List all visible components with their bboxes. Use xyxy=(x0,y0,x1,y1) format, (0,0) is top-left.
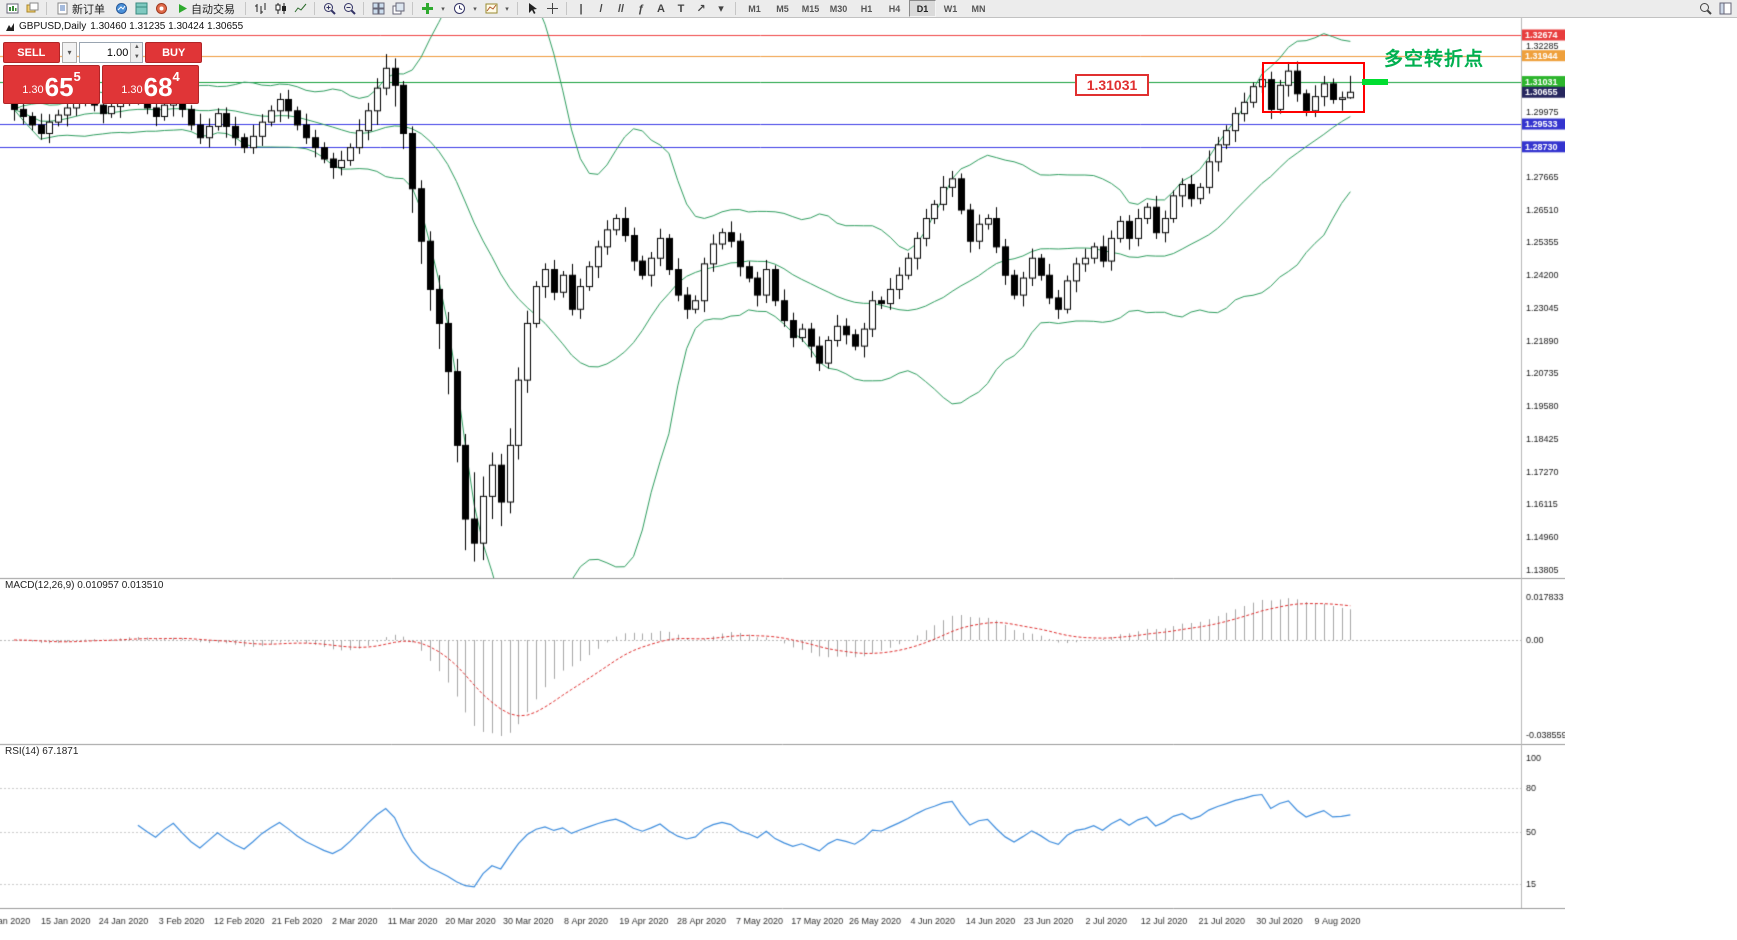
timeframe-button-W1[interactable]: W1 xyxy=(943,3,958,14)
turning-point-label: 多空转折点 xyxy=(1384,49,1485,70)
bar-chart-type-icon[interactable] xyxy=(251,1,269,17)
chart-ohlc-values: 1.30460 1.31235 1.30424 1.30655 xyxy=(90,21,244,32)
toolbar-separator xyxy=(314,2,315,15)
zoom-out-icon[interactable] xyxy=(340,1,358,17)
periods-icon[interactable] xyxy=(450,1,468,17)
lot-size-input[interactable] xyxy=(80,43,131,62)
draw-tools-group: | ///ƒ A T ↗ ▾ xyxy=(572,1,730,17)
tile-windows-icon[interactable] xyxy=(369,1,387,17)
new-order-icon xyxy=(57,2,68,15)
new-order-button[interactable]: 新订单 xyxy=(52,1,110,17)
periods-caret-icon[interactable]: ▾ xyxy=(473,5,477,13)
toolbar-separator xyxy=(363,2,364,15)
lot-decrement-button[interactable]: ▼ xyxy=(131,52,143,62)
chart-title: GBPUSD,Daily 1.30460 1.31235 1.30424 1.3… xyxy=(5,21,243,32)
toolbar-separator xyxy=(245,2,246,15)
candlestick-type-icon[interactable] xyxy=(271,1,289,17)
timeframe-button-M15[interactable]: M15 xyxy=(801,3,820,14)
buy-price-main: 68 xyxy=(143,72,173,102)
highlight-rectangle xyxy=(1262,62,1365,113)
channel-tool-icon[interactable]: // xyxy=(617,2,625,15)
chart-symbol-period: GBPUSD,Daily xyxy=(19,21,87,32)
sell-price-pip: 5 xyxy=(73,69,81,84)
lot-size-field: ▲ ▼ xyxy=(79,42,144,63)
vertical-line-tool-icon[interactable]: | xyxy=(579,2,583,15)
toolbar-separator xyxy=(412,2,413,15)
timeframe-button-H4[interactable]: H4 xyxy=(888,3,901,14)
text-tool-icon[interactable]: A xyxy=(657,2,665,15)
autotrading-play-icon xyxy=(179,4,187,13)
buy-button[interactable]: BUY xyxy=(145,42,203,63)
chart-window-icon xyxy=(6,22,14,31)
toolbar-separator xyxy=(46,2,47,15)
toolbar-separator xyxy=(517,2,518,15)
price-chart-canvas[interactable] xyxy=(0,18,1565,940)
label-tool-icon[interactable]: T xyxy=(677,2,685,15)
toolbar: 新订单 自动交易 ▾ ▾ ▾ xyxy=(0,0,1737,18)
line-chart-type-icon[interactable] xyxy=(291,1,309,17)
macd-indicator-title: MACD(12,26,9) 0.010957 0.013510 xyxy=(5,580,164,591)
market-watch-icon[interactable] xyxy=(112,1,130,17)
current-price-marker xyxy=(1362,79,1388,85)
profiles-icon[interactable] xyxy=(23,1,41,17)
cursor-tool-icon[interactable] xyxy=(523,1,541,17)
trade-panel-price-row: 1.30 65 5 1.30 68 4 xyxy=(3,65,202,104)
toolbar-separator xyxy=(735,2,736,15)
timeframe-button-MN[interactable]: MN xyxy=(971,3,986,14)
price-level-callout: 1.31031 xyxy=(1075,74,1149,96)
timeframe-button-M1[interactable]: M1 xyxy=(748,3,761,14)
fibonacci-tool-icon[interactable]: ƒ xyxy=(637,2,645,15)
new-order-label: 新订单 xyxy=(72,3,105,16)
rsi-indicator-title: RSI(14) 67.1871 xyxy=(5,746,79,757)
timeframe-button-D1[interactable]: D1 xyxy=(909,0,936,17)
lot-size-stepper: ▲ ▼ xyxy=(130,43,143,62)
buy-price-pip: 4 xyxy=(172,69,180,84)
arrow-tool-icon[interactable]: ↗ xyxy=(696,3,706,15)
sell-price-button[interactable]: 1.30 65 5 xyxy=(3,65,100,104)
panel-toggle-icon[interactable] xyxy=(1716,1,1734,17)
shapes-caret-icon[interactable]: ▾ xyxy=(718,3,724,15)
lot-increment-button[interactable]: ▲ xyxy=(131,43,143,53)
sell-price-prefix: 1.30 xyxy=(22,84,44,96)
indicators-caret-icon[interactable]: ▾ xyxy=(441,5,445,13)
sell-button[interactable]: SELL xyxy=(3,42,60,63)
sell-price-main: 65 xyxy=(44,72,74,102)
one-click-trading-panel: SELL ▾ ▲ ▼ BUY 1.30 65 5 1.30 68 4 xyxy=(3,42,203,104)
trendline-tool-icon[interactable]: / xyxy=(599,2,603,15)
trade-panel-top-row: SELL ▾ ▲ ▼ BUY xyxy=(3,42,203,63)
buy-price-button[interactable]: 1.30 68 4 xyxy=(102,65,199,104)
timeframe-button-M30[interactable]: M30 xyxy=(829,3,848,14)
navigator-icon[interactable] xyxy=(152,1,170,17)
search-icon[interactable] xyxy=(1696,1,1714,17)
timeframe-button-M5[interactable]: M5 xyxy=(776,3,789,14)
templates-caret-icon[interactable]: ▾ xyxy=(505,5,509,13)
timeframe-buttons: M1 M5 M15 M30 H1 H4 D1 W1 MN xyxy=(741,0,992,17)
buy-price-prefix: 1.30 xyxy=(121,84,143,96)
cascade-windows-icon[interactable] xyxy=(389,1,407,17)
crosshair-tool-icon[interactable] xyxy=(543,1,561,17)
templates-icon[interactable] xyxy=(482,1,500,17)
data-window-icon[interactable] xyxy=(132,1,150,17)
timeframe-button-H1[interactable]: H1 xyxy=(860,3,873,14)
autotrading-label: 自动交易 xyxy=(191,3,235,16)
toolbar-separator xyxy=(566,2,567,15)
new-chart-icon[interactable] xyxy=(3,1,21,17)
sell-options-caret[interactable]: ▾ xyxy=(61,42,78,63)
autotrading-button[interactable]: 自动交易 xyxy=(172,1,240,17)
indicators-icon[interactable] xyxy=(418,1,436,17)
zoom-in-icon[interactable] xyxy=(320,1,338,17)
